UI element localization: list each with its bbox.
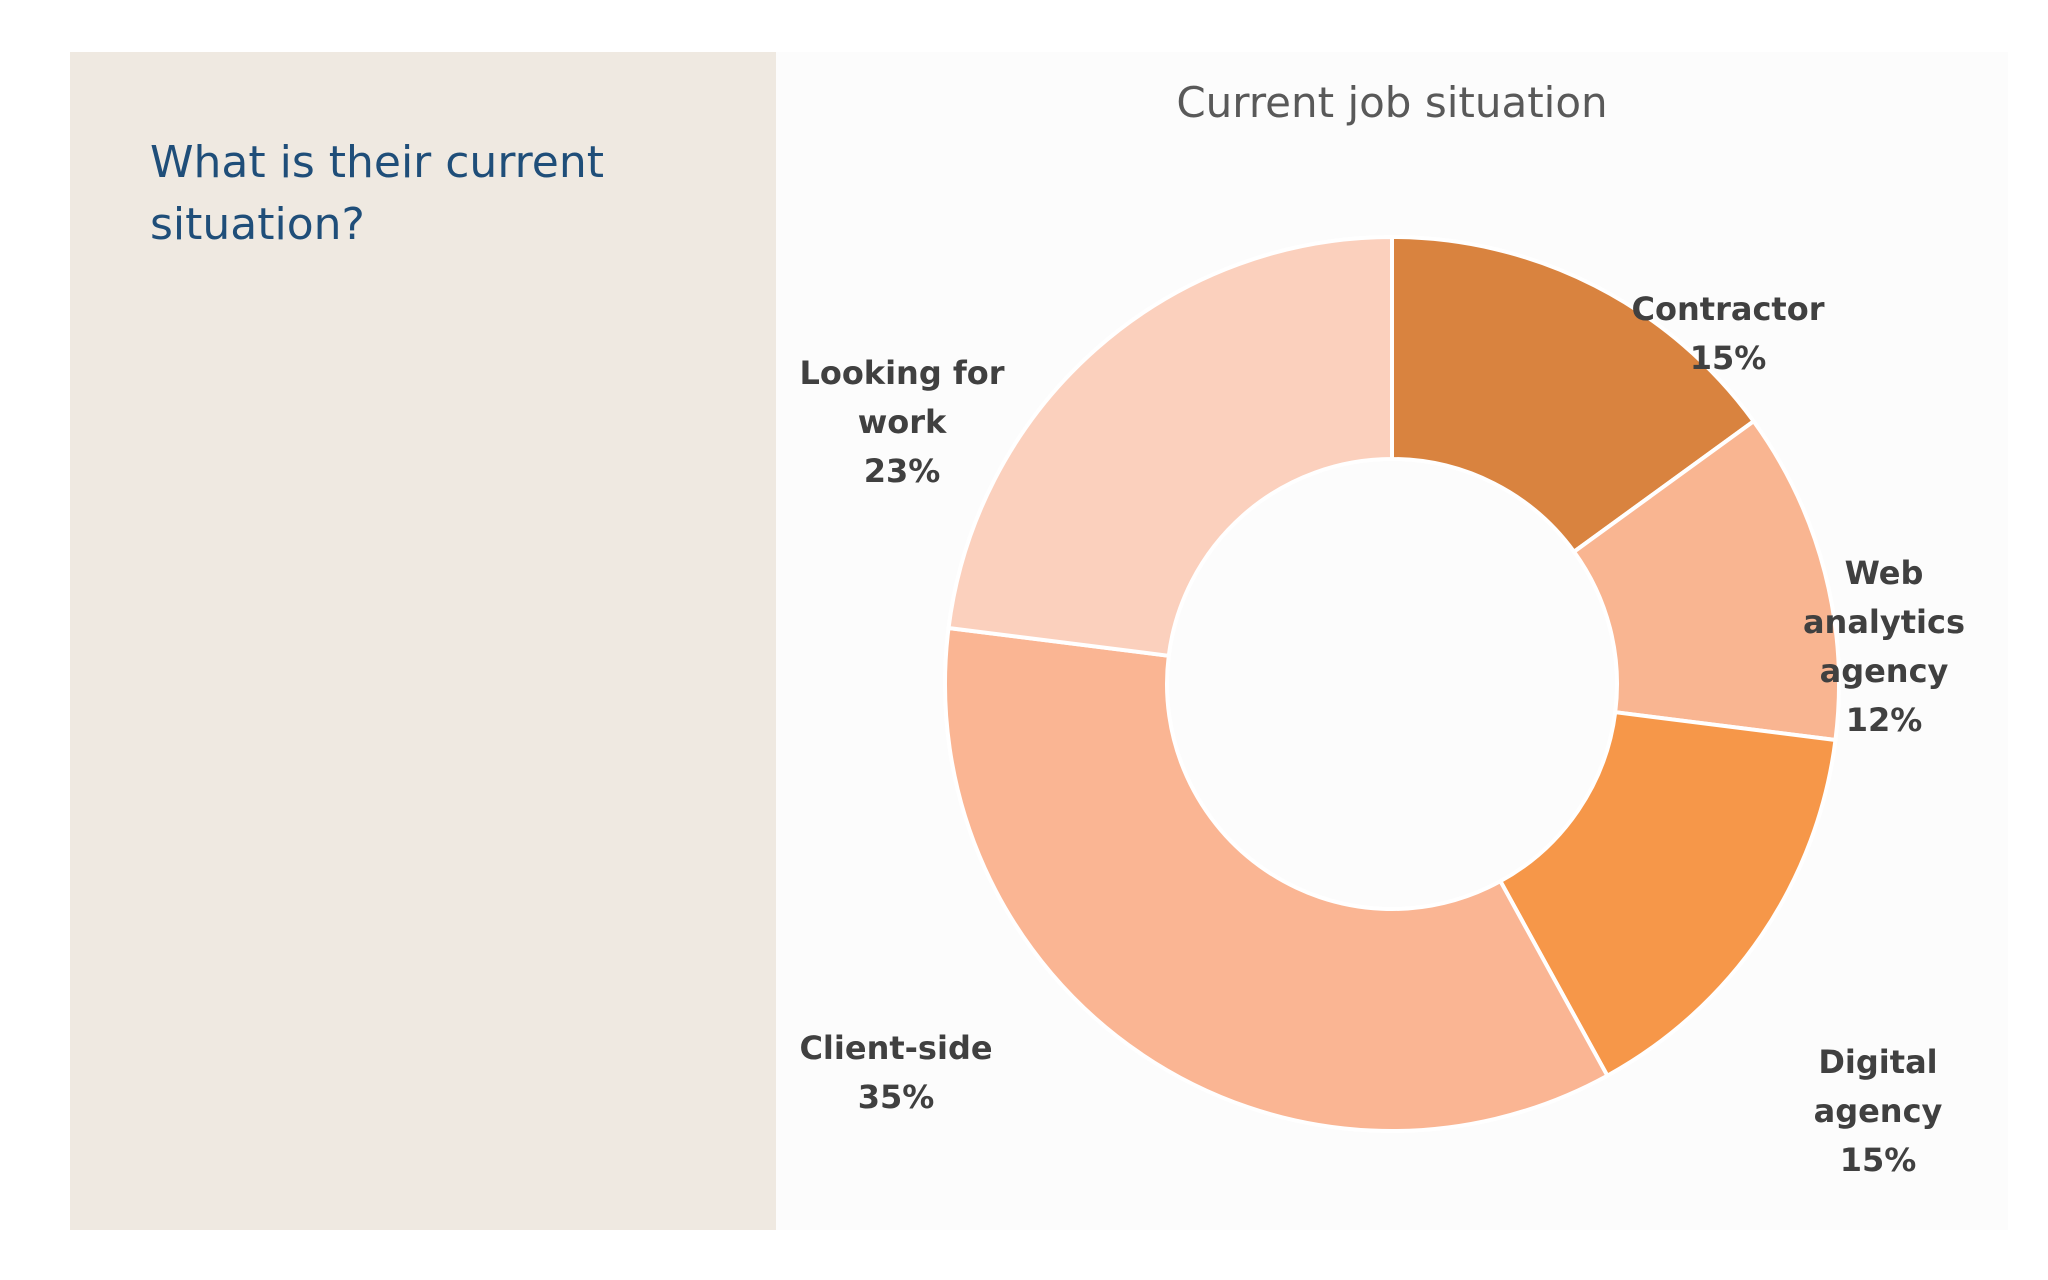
data-label-looking-for-work: Looking for work 23% [782,300,1022,545]
data-label-web-analytics-agency: Web analytics agency 12% [1764,500,2004,794]
data-label-name: Web analytics agency [1802,554,1966,690]
data-label-contractor: Contractor 15% [1608,236,1848,432]
chart-area: Current job situation Contractor 15% Web… [776,52,2008,1230]
data-label-name: Digital agency [1813,1043,1943,1130]
data-label-name: Looking for work [799,354,1005,441]
data-label-percent: 23% [863,452,941,490]
donut-chart [943,234,1841,1133]
donut-slice-contractor [1390,234,1757,555]
data-label-percent: 35% [857,1078,935,1116]
data-label-percent: 15% [1689,339,1767,377]
chart-title: Current job situation [1176,78,1608,127]
question-heading: What is their current situation? [150,137,604,250]
data-label-name: Contractor [1631,290,1825,328]
data-label-percent: 12% [1845,701,1923,739]
donut-slice-digital-agency [1497,709,1838,1079]
data-label-digital-agency: Digital agency 15% [1758,989,1998,1234]
donut-slice-client-side [943,625,1611,1133]
donut-slice-web-analytics-agency [1571,418,1841,743]
left-panel: What is their current situation? [70,52,776,1230]
data-label-client-side: Client-side 35% [776,975,1016,1171]
data-label-percent: 15% [1839,1141,1917,1179]
data-label-name: Client-side [799,1029,993,1067]
donut-slice-looking-for-work [946,234,1394,659]
